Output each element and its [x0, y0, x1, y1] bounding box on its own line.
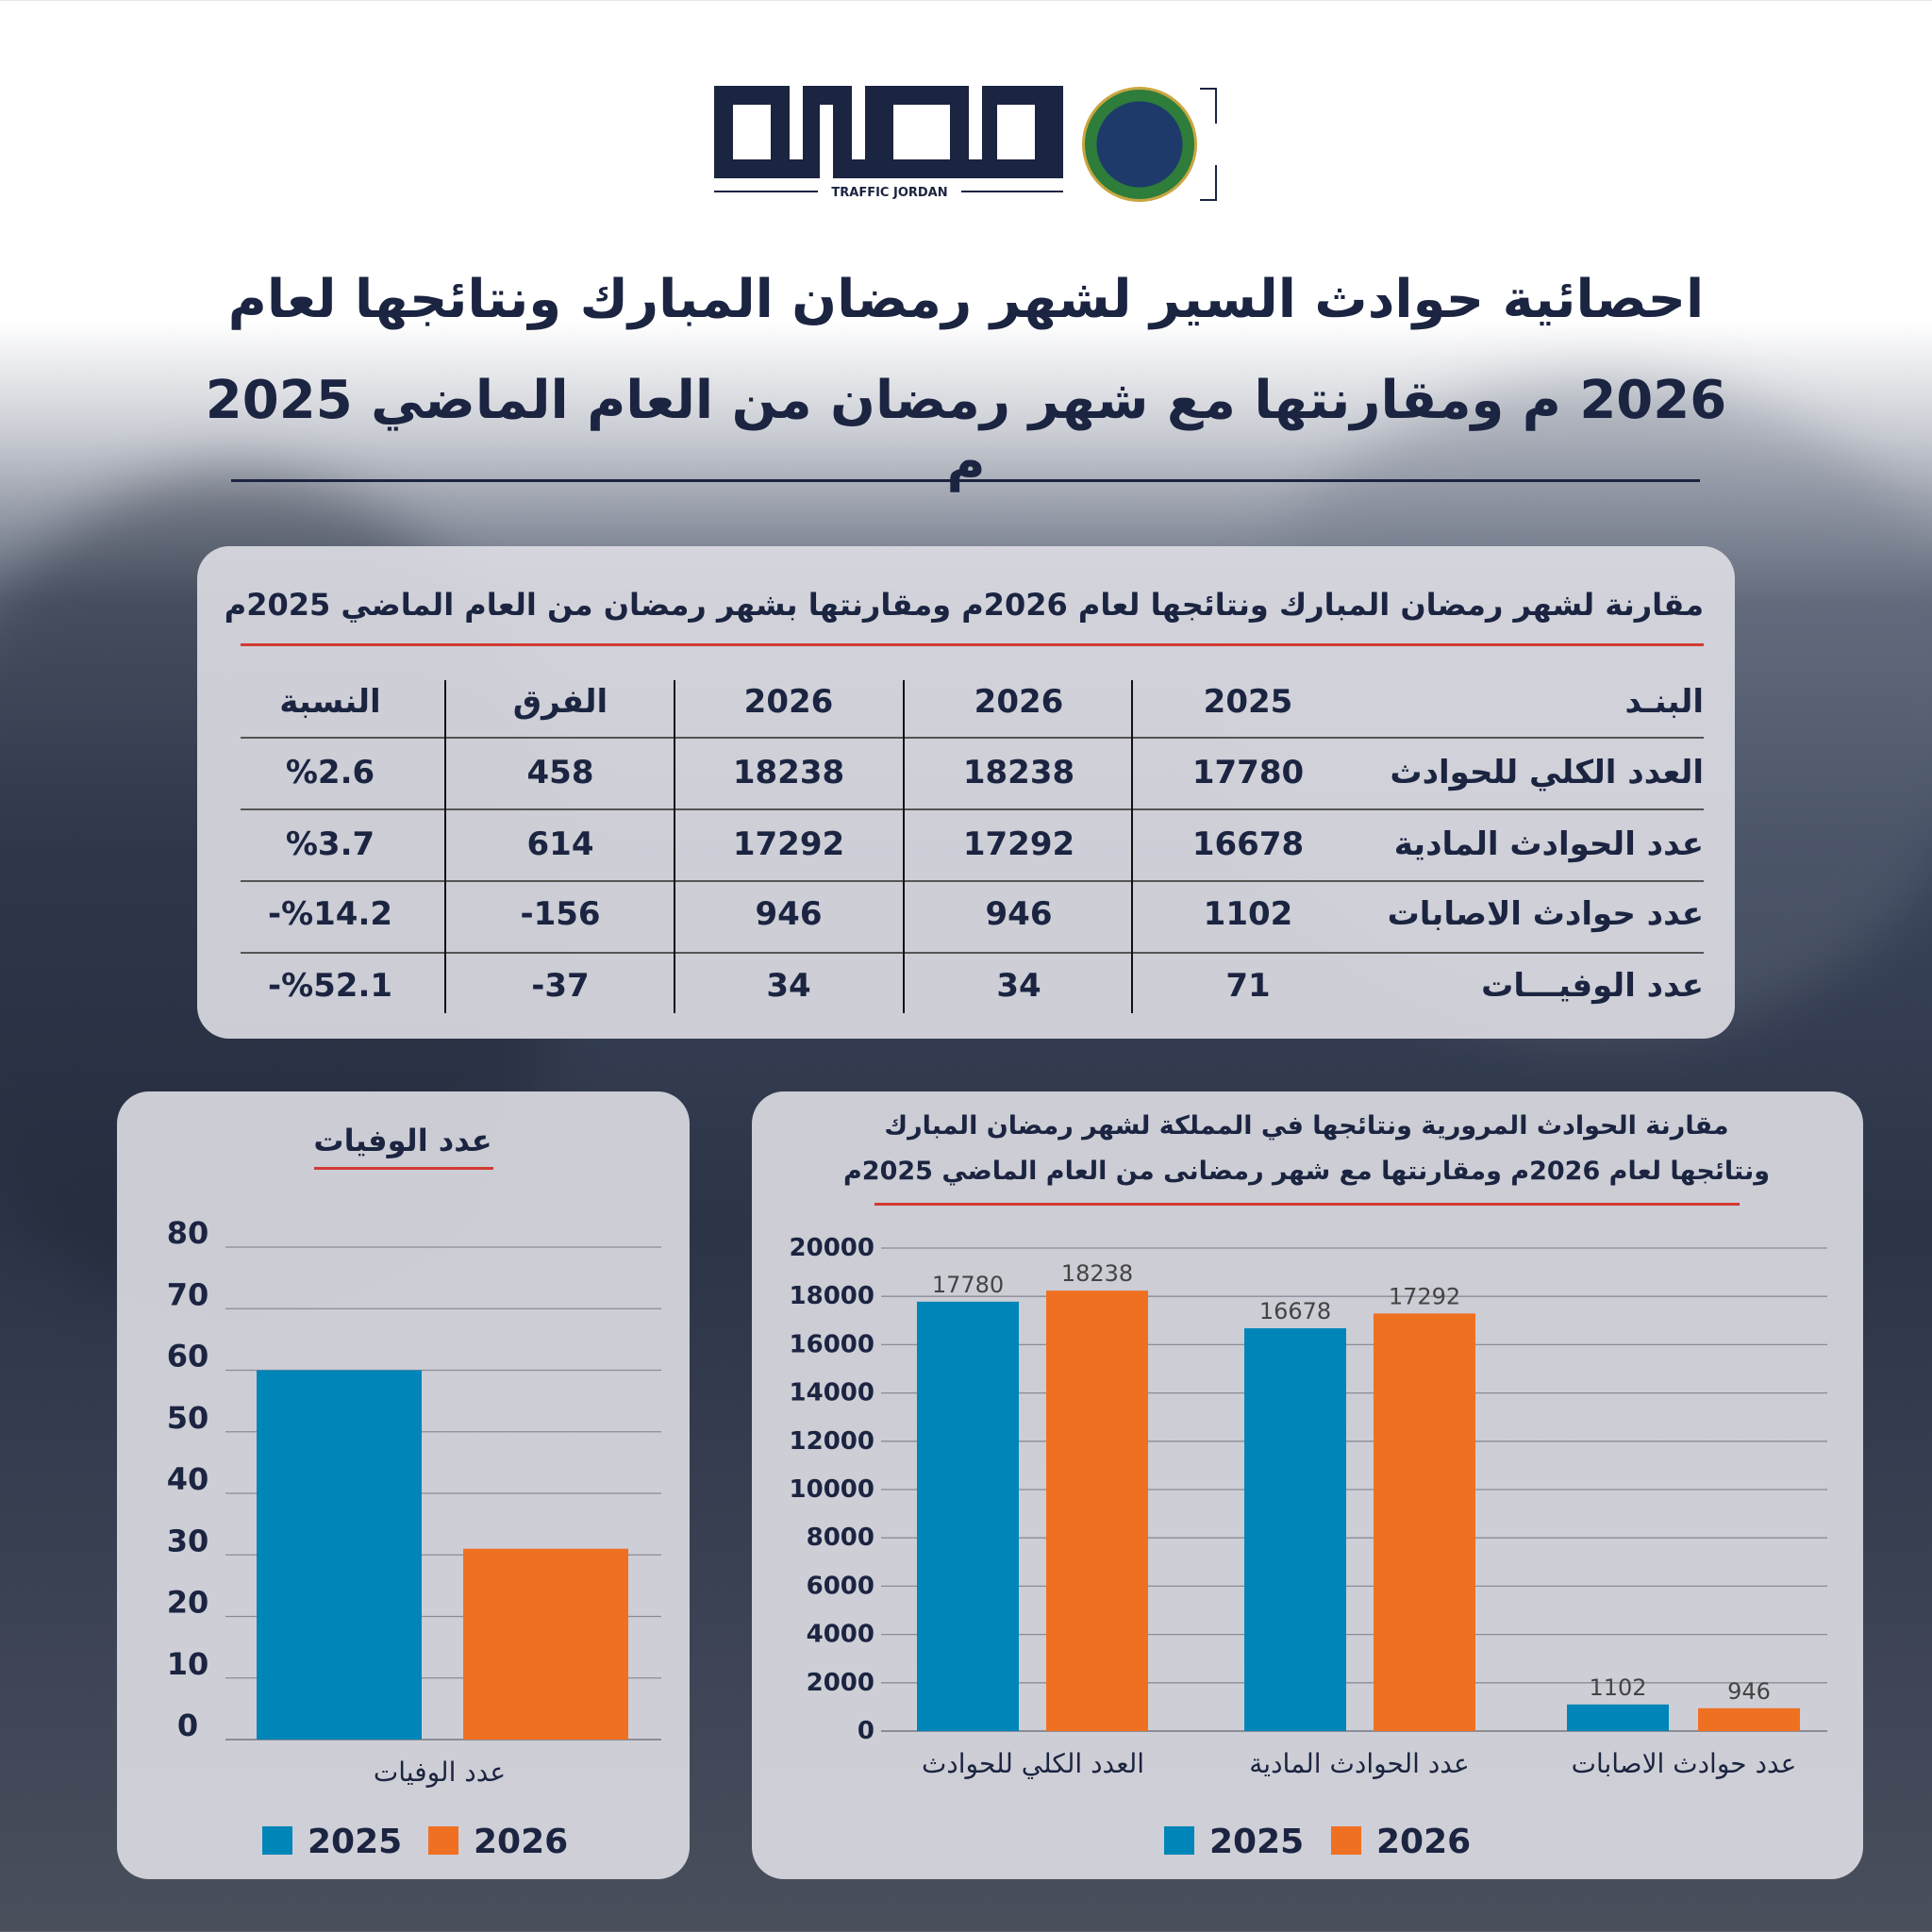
category-label: عدد حوادث الاصابات — [1572, 1748, 1797, 1779]
page-title-line1: احصائية حوادث السير لشهر رمضان المبارك و… — [227, 269, 1705, 330]
table-header-cell: 2025 — [1203, 683, 1293, 721]
table-cell: 946 — [985, 895, 1053, 933]
comparison-table-panel — [197, 546, 1735, 1039]
category-label: عدد الوفيات — [374, 1757, 506, 1788]
table-row-label: عدد الوفيـــات — [1481, 967, 1704, 1005]
y-tick-label: 70 — [167, 1276, 209, 1312]
table-cell: 946 — [755, 895, 823, 933]
table-cell: -156 — [520, 895, 601, 933]
title-divider — [231, 479, 1700, 482]
y-tick-label: 16000 — [790, 1330, 874, 1358]
table-cell: 614 — [526, 825, 594, 863]
table-cell: 16678 — [1191, 825, 1305, 863]
bar-2025 — [257, 1370, 422, 1740]
table-row-label: العدد الكلي للحوادث — [1390, 754, 1704, 791]
deaths-chart-title-underline — [314, 1167, 493, 1170]
bar-2025 — [917, 1301, 1019, 1731]
y-tick-label: 14000 — [790, 1379, 874, 1407]
table-cell: 71 — [1225, 967, 1271, 1005]
table-cell: 34 — [996, 967, 1041, 1005]
y-tick-label: 50 — [167, 1400, 209, 1436]
category-label: عدد الحوادث المادية — [1249, 1748, 1469, 1779]
table-cell: %2.6 — [285, 754, 375, 791]
legend-swatch-2025 — [1164, 1826, 1194, 1855]
table-cell: 18238 — [732, 754, 845, 791]
table-header-item: البنـد — [1624, 683, 1704, 721]
deaths-chart-title: عدد الوفيات — [313, 1123, 492, 1158]
y-tick-label: 4000 — [807, 1621, 874, 1649]
y-tick-label: 20000 — [790, 1234, 874, 1262]
data-label: 946 — [1727, 1678, 1771, 1705]
data-label: 1102 — [1589, 1674, 1646, 1701]
table-header-cell: الفرق — [512, 683, 608, 721]
bar-2025 — [1567, 1704, 1669, 1731]
category-label: العدد الكلي للحوادث — [922, 1748, 1144, 1779]
y-tick-label: 8000 — [807, 1524, 874, 1552]
bar-2026 — [1698, 1707, 1800, 1731]
y-tick-label: 18000 — [790, 1282, 874, 1310]
accidents-chart-title-line2: ونتائجها لعام 2026م ومقارنتها مع شهر رمض… — [843, 1157, 1770, 1186]
table-cell: -%52.1 — [267, 967, 393, 1005]
bar-2026 — [463, 1548, 628, 1740]
legend-label-2025: 2025 — [1209, 1823, 1304, 1861]
table-cell: 458 — [526, 754, 594, 791]
table-header-cell: النسبة — [279, 683, 381, 721]
y-tick-label: 2000 — [807, 1669, 874, 1697]
y-tick-label: 0 — [177, 1707, 198, 1743]
y-tick-label: 10 — [167, 1646, 209, 1682]
table-row-label: عدد حوادث الاصابات — [1387, 895, 1704, 933]
table-cell: 18238 — [962, 754, 1075, 791]
bar-2026 — [1046, 1291, 1148, 1731]
table-title-underline — [241, 643, 1704, 646]
legend-swatch-2025 — [262, 1826, 292, 1855]
y-tick-label: 60 — [167, 1339, 209, 1374]
table-row-label: عدد الحوادث المادية — [1393, 825, 1704, 863]
y-tick-label: 6000 — [807, 1572, 874, 1600]
y-tick-label: 12000 — [790, 1427, 874, 1456]
table-title: مقارنة لشهر رمضان المبارك ونتائجها لعام … — [224, 587, 1704, 623]
table-cell: -%14.2 — [267, 895, 393, 933]
y-tick-label: 80 — [167, 1215, 209, 1251]
table-cell: 17292 — [962, 825, 1075, 863]
table-cell: 17780 — [1191, 754, 1305, 791]
data-label: 17780 — [932, 1272, 1004, 1298]
legend-label-2026: 2026 — [1376, 1823, 1471, 1861]
table-cell: 17292 — [732, 825, 845, 863]
data-label: 17292 — [1389, 1283, 1460, 1309]
table-cell: %3.7 — [285, 825, 375, 863]
data-label: 18238 — [1061, 1260, 1133, 1287]
y-tick-label: 0 — [858, 1717, 874, 1745]
traffic-jordan-logo: TRAFFIC JORDAN — [714, 86, 1063, 200]
table-header-cell: 2026 — [974, 683, 1064, 721]
legend-label-2025: 2025 — [308, 1823, 402, 1861]
y-tick-label: 10000 — [790, 1475, 874, 1504]
accidents-chart-title-underline — [874, 1203, 1740, 1206]
bar-2025 — [1244, 1328, 1346, 1731]
table-cell: -37 — [531, 967, 590, 1005]
page-title-line2: 2026 م ومقارنتها مع شهر رمضان من العام ا… — [205, 370, 1727, 492]
y-tick-label: 20 — [167, 1585, 209, 1621]
y-tick-label: 40 — [167, 1461, 209, 1497]
legend-swatch-2026 — [428, 1826, 458, 1855]
y-tick-label: 30 — [167, 1523, 209, 1558]
legend-label-2026: 2026 — [474, 1823, 568, 1861]
data-label: 16678 — [1259, 1298, 1331, 1324]
svg-text:TRAFFIC JORDAN: TRAFFIC JORDAN — [831, 186, 947, 200]
table-cell: 1102 — [1203, 895, 1293, 933]
table-cell: 34 — [766, 967, 811, 1005]
bar-2026 — [1374, 1313, 1475, 1731]
traffic-department-emblem — [1082, 87, 1197, 202]
legend-swatch-2026 — [1331, 1826, 1361, 1855]
accidents-chart-title-line1: مقارنة الحوادث المرورية ونتائجها في المم… — [884, 1111, 1729, 1141]
table-header-cell: 2026 — [743, 683, 834, 721]
